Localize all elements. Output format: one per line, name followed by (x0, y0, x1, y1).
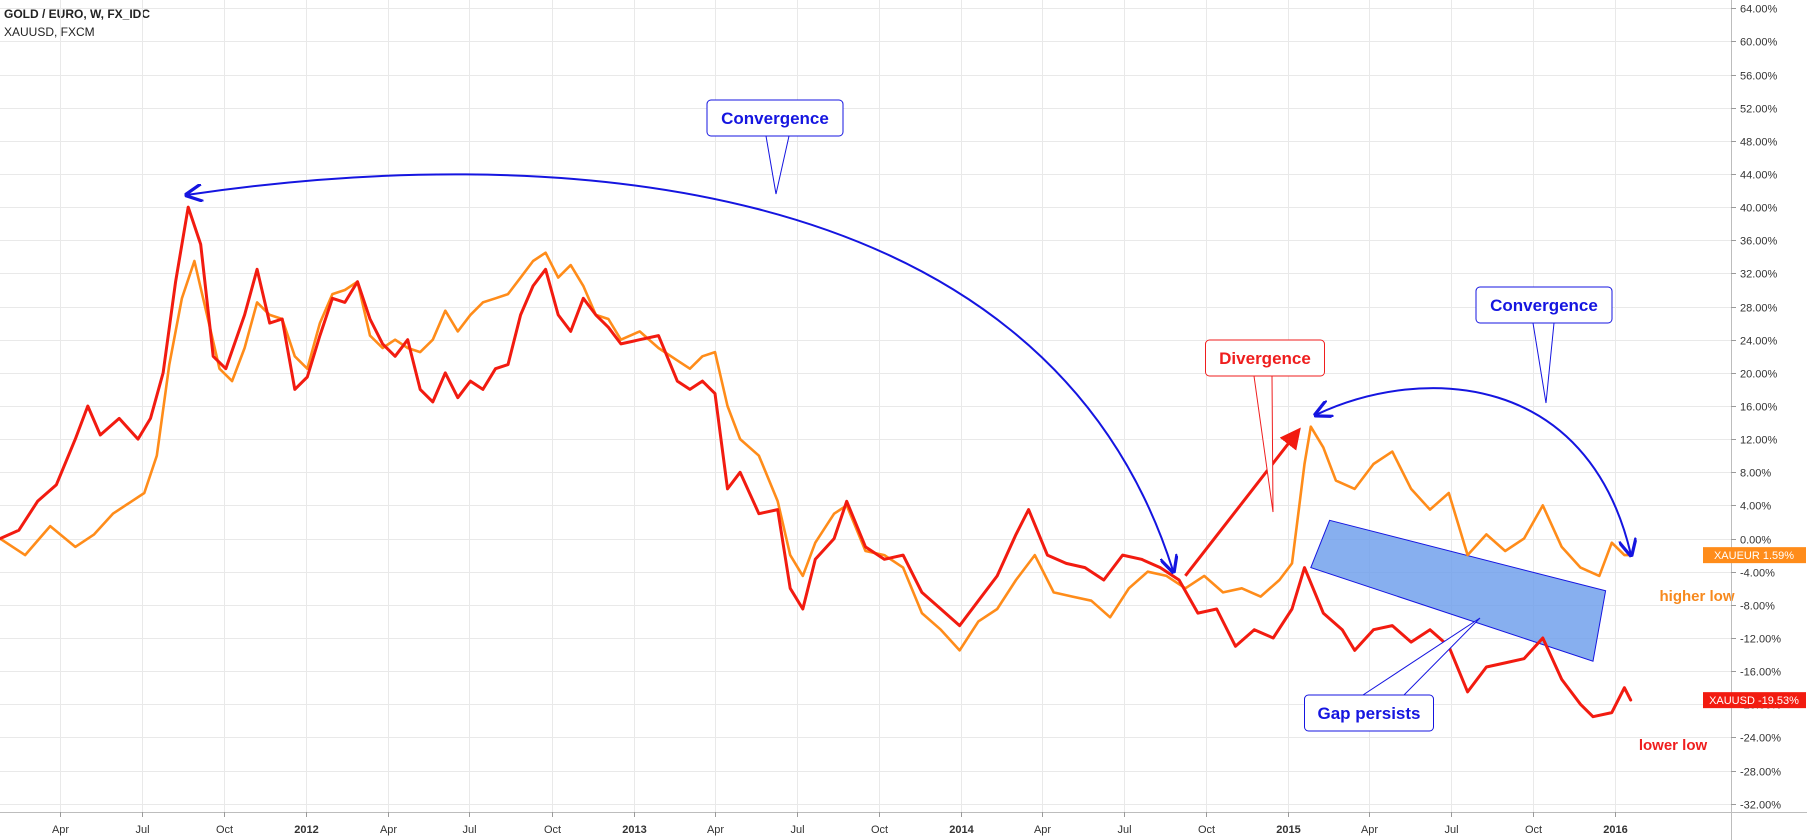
y-tick-label: 44.00% (1740, 170, 1778, 182)
y-tick-label: -8.00% (1740, 601, 1775, 613)
callout-divergence: Divergence (1205, 339, 1325, 513)
last-value-badge-xaueur: XAUEUR 1.59% (1703, 547, 1806, 564)
x-tick-label: Apr (1361, 824, 1378, 836)
callout-text: Divergence (1219, 349, 1311, 368)
y-tick-label: 20.00% (1740, 369, 1778, 381)
y-tick-label: 56.00% (1740, 71, 1778, 83)
y-tick-label: -28.00% (1740, 767, 1781, 779)
chart-subtitle: XAUUSD, FXCM (4, 25, 95, 39)
x-tick-label: Jul (1444, 824, 1458, 836)
lower-low-label: lower low (1639, 737, 1708, 754)
y-tick-label: 40.00% (1740, 203, 1778, 215)
callout-text: Convergence (721, 109, 829, 128)
axis-layer: 64.00% 60.00% 56.00% 52.00% 48.00% 44.00% 40.0… (52, 4, 1781, 837)
callout-tail (765, 135, 790, 195)
x-tick-label: Jul (462, 824, 476, 836)
x-tick-label: Oct (544, 824, 561, 836)
x-tick-label: Oct (1525, 824, 1542, 836)
badge-bg (1703, 547, 1806, 564)
x-tick-label: Apr (1034, 824, 1051, 836)
y-tick-label: -12.00% (1740, 634, 1781, 646)
y-tick-label: 8.00% (1740, 468, 1771, 480)
grid (0, 0, 1731, 812)
y-tick-label: 16.00% (1740, 402, 1778, 414)
y-tick-label: -16.00% (1740, 667, 1781, 679)
chart-title: GOLD / EURO, W, FX_IDC (4, 7, 151, 21)
y-tick-label: -4.00% (1740, 568, 1775, 580)
y-tick-label: -32.00% (1740, 800, 1781, 812)
convergence-arrow-1 (188, 173, 1173, 570)
x-tick-label: 2015 (1276, 824, 1300, 836)
y-tick-label: 36.00% (1740, 236, 1778, 248)
convergence-arrow-2 (1317, 387, 1631, 553)
x-tick-label: Jul (790, 824, 804, 836)
x-tick-label: 2016 (1603, 824, 1627, 836)
x-tick-label: 2014 (949, 824, 974, 836)
callout-box (1304, 694, 1434, 732)
y-tick-label: 28.00% (1740, 303, 1778, 315)
callout-box (1475, 286, 1613, 324)
y-tick-label: 60.00% (1740, 37, 1778, 49)
callout-gap-persists: Gap persists (1304, 617, 1481, 732)
x-tick-label: Apr (707, 824, 724, 836)
callout-tail (1253, 375, 1274, 513)
higher-low-label: higher low (1660, 588, 1735, 605)
annotation-layer: Convergence Convergence Divergence Gap pers… (188, 99, 1735, 754)
callout-text: Gap persists (1318, 704, 1421, 723)
callout-box (1205, 339, 1325, 377)
y-tick-label: 64.00% (1740, 4, 1778, 16)
series-line-xauusd (0, 205, 1633, 719)
badge-bg (1703, 692, 1806, 709)
callout-tail (1532, 322, 1555, 404)
callout-box (706, 99, 844, 137)
x-tick-label: Oct (871, 824, 888, 836)
x-tick-label: Jul (1117, 824, 1131, 836)
badge-text: XAUUSD -19.53% (1709, 695, 1799, 707)
x-tick-label: Apr (380, 824, 397, 836)
divergence-arrow (1184, 427, 1301, 577)
x-tick-label: Oct (216, 824, 233, 836)
x-tick-label: 2013 (622, 824, 646, 836)
x-tick-label: Jul (135, 824, 149, 836)
y-tick-label: 24.00% (1740, 336, 1778, 348)
y-tick-label: 52.00% (1740, 104, 1778, 116)
y-tick-label: 32.00% (1740, 269, 1778, 281)
callout-convergence-1: Convergence (706, 99, 844, 195)
y-tick-label: 4.00% (1740, 501, 1771, 513)
last-value-badge-xauusd: XAUUSD -19.53% (1703, 692, 1806, 709)
x-tick-label: 2012 (294, 824, 318, 836)
badge-text: XAUEUR 1.59% (1714, 550, 1794, 562)
x-tick-label: Apr (52, 824, 69, 836)
y-tick-label: -24.00% (1740, 733, 1781, 745)
last-value-layer: XAUEUR 1.59% XAUUSD -19.53% (1703, 547, 1806, 709)
y-tick-label: 12.00% (1740, 435, 1778, 447)
callout-text: Convergence (1490, 296, 1598, 315)
x-tick-label: Oct (1198, 824, 1215, 836)
series-layer (0, 205, 1633, 719)
callout-convergence-2: Convergence (1475, 286, 1613, 404)
y-tick-label: 48.00% (1740, 137, 1778, 149)
y-tick-label: 0.00% (1740, 535, 1771, 547)
